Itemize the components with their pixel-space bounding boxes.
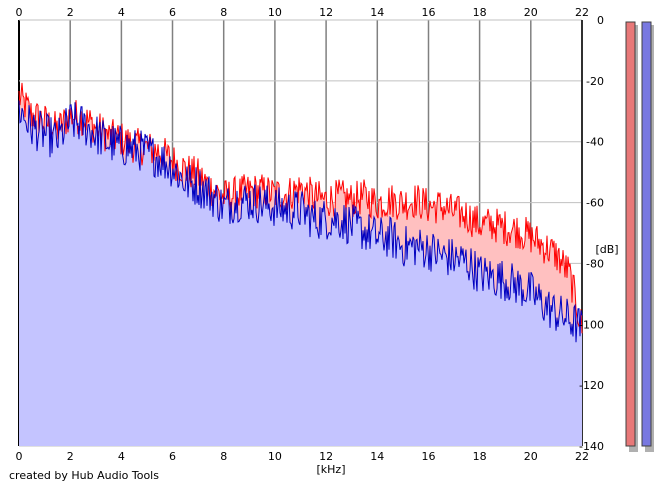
- x-tick-label-bottom: 18: [473, 450, 487, 463]
- y-tick-label: -40: [586, 136, 604, 149]
- x-tick-label-top: 6: [169, 6, 176, 19]
- x-tick-label-top: 16: [422, 6, 436, 19]
- x-tick-label-top: 20: [524, 6, 538, 19]
- x-tick-label-bottom: 14: [370, 450, 384, 463]
- x-tick-label-top: 12: [319, 6, 333, 19]
- left-level-meter: [625, 21, 636, 447]
- x-tick-label-bottom: 2: [67, 450, 74, 463]
- y-tick-label: -80: [586, 257, 604, 270]
- x-axis-label: [kHz]: [317, 463, 346, 476]
- y-tick-label: -60: [586, 197, 604, 210]
- x-tick-label-bottom: 4: [118, 450, 125, 463]
- x-tick-label-bottom: 0: [16, 450, 23, 463]
- x-tick-label-bottom: 6: [169, 450, 176, 463]
- y-tick-label: -20: [586, 75, 604, 88]
- right-level-meter: [641, 21, 652, 447]
- x-tick-label-top: 14: [370, 6, 384, 19]
- x-tick-label-bottom: 12: [319, 450, 333, 463]
- level-meters: [625, 21, 654, 452]
- x-tick-label-top: 8: [220, 6, 227, 19]
- x-tick-label-top: 0: [16, 6, 23, 19]
- x-tick-label-bottom: 10: [268, 450, 282, 463]
- x-tick-label-top: 10: [268, 6, 282, 19]
- x-tick-label-bottom: 16: [422, 450, 436, 463]
- left-channel-line: [18, 82, 583, 334]
- y-tick-label: -140: [579, 440, 604, 453]
- x-tick-label-top: 2: [67, 6, 74, 19]
- y-tick-label: 0: [597, 14, 604, 27]
- y-tick-label: -120: [579, 379, 604, 392]
- x-tick-label-bottom: 20: [524, 450, 538, 463]
- right-channel-line: [18, 100, 583, 343]
- y-axis-label: [dB]: [595, 243, 618, 256]
- x-tick-label-top: 22: [575, 6, 589, 19]
- x-tick-label-bottom: 22: [575, 450, 589, 463]
- y-axis-ticks: 0 -20 -40 -60 -80 -100 -120 -140: [579, 14, 604, 453]
- credit-text: created by Hub Audio Tools: [9, 469, 159, 482]
- x-tick-label-top: 18: [473, 6, 487, 19]
- x-tick-label-bottom: 8: [220, 450, 227, 463]
- x-tick-label-top: 4: [118, 6, 125, 19]
- y-tick-label: -100: [579, 318, 604, 331]
- right-channel-fill: [19, 100, 582, 446]
